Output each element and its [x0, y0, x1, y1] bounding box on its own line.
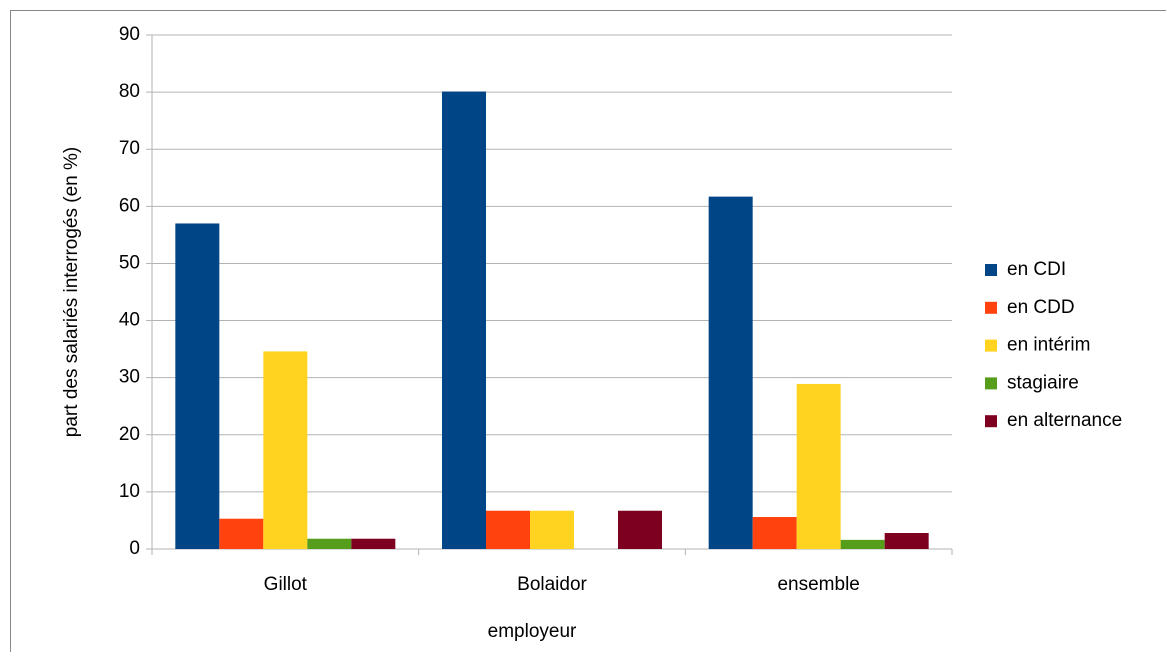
y-tick-label: 30 — [119, 367, 140, 388]
legend-label: en intérim — [1007, 335, 1090, 356]
bar — [884, 533, 929, 549]
y-axis-label: part des salariés interrogés (en %) — [61, 147, 82, 437]
legend-label: en CDI — [1007, 259, 1066, 280]
bar — [796, 383, 841, 549]
bar — [263, 351, 308, 549]
legend-label: stagiaire — [1007, 372, 1079, 393]
y-tick-label: 20 — [119, 424, 140, 445]
x-axis-label: employeur — [488, 621, 577, 642]
bar — [840, 539, 885, 549]
bar — [752, 517, 797, 549]
bar — [530, 510, 574, 549]
frame — [10, 10, 1166, 652]
bar — [307, 538, 352, 549]
x-tick-label: Bolaidor — [517, 574, 587, 595]
legend-swatch — [985, 301, 997, 314]
bar — [442, 91, 486, 549]
y-tick-label: 0 — [129, 538, 140, 559]
legend-swatch — [985, 264, 997, 276]
y-tick-label: 80 — [119, 81, 140, 102]
legend-swatch — [985, 415, 997, 428]
x-tick-label: ensemble — [777, 574, 859, 595]
y-tick-label: 40 — [119, 310, 140, 331]
legend-swatch — [985, 339, 997, 352]
bar — [618, 510, 662, 549]
bar — [175, 223, 220, 549]
legend-label: en alternance — [1007, 410, 1122, 431]
x-tick-label: Gillot — [264, 574, 308, 595]
y-tick-label: 60 — [119, 195, 140, 216]
y-tick-label: 10 — [119, 481, 140, 502]
bar — [219, 518, 264, 549]
y-tick-label: 50 — [119, 252, 140, 273]
legend-swatch — [985, 377, 997, 390]
y-tick-label: 90 — [119, 24, 140, 45]
bar — [708, 196, 753, 549]
legend-label: en CDD — [1007, 297, 1075, 318]
bar — [486, 510, 530, 549]
bar — [351, 538, 396, 549]
y-tick-label: 70 — [119, 138, 140, 159]
